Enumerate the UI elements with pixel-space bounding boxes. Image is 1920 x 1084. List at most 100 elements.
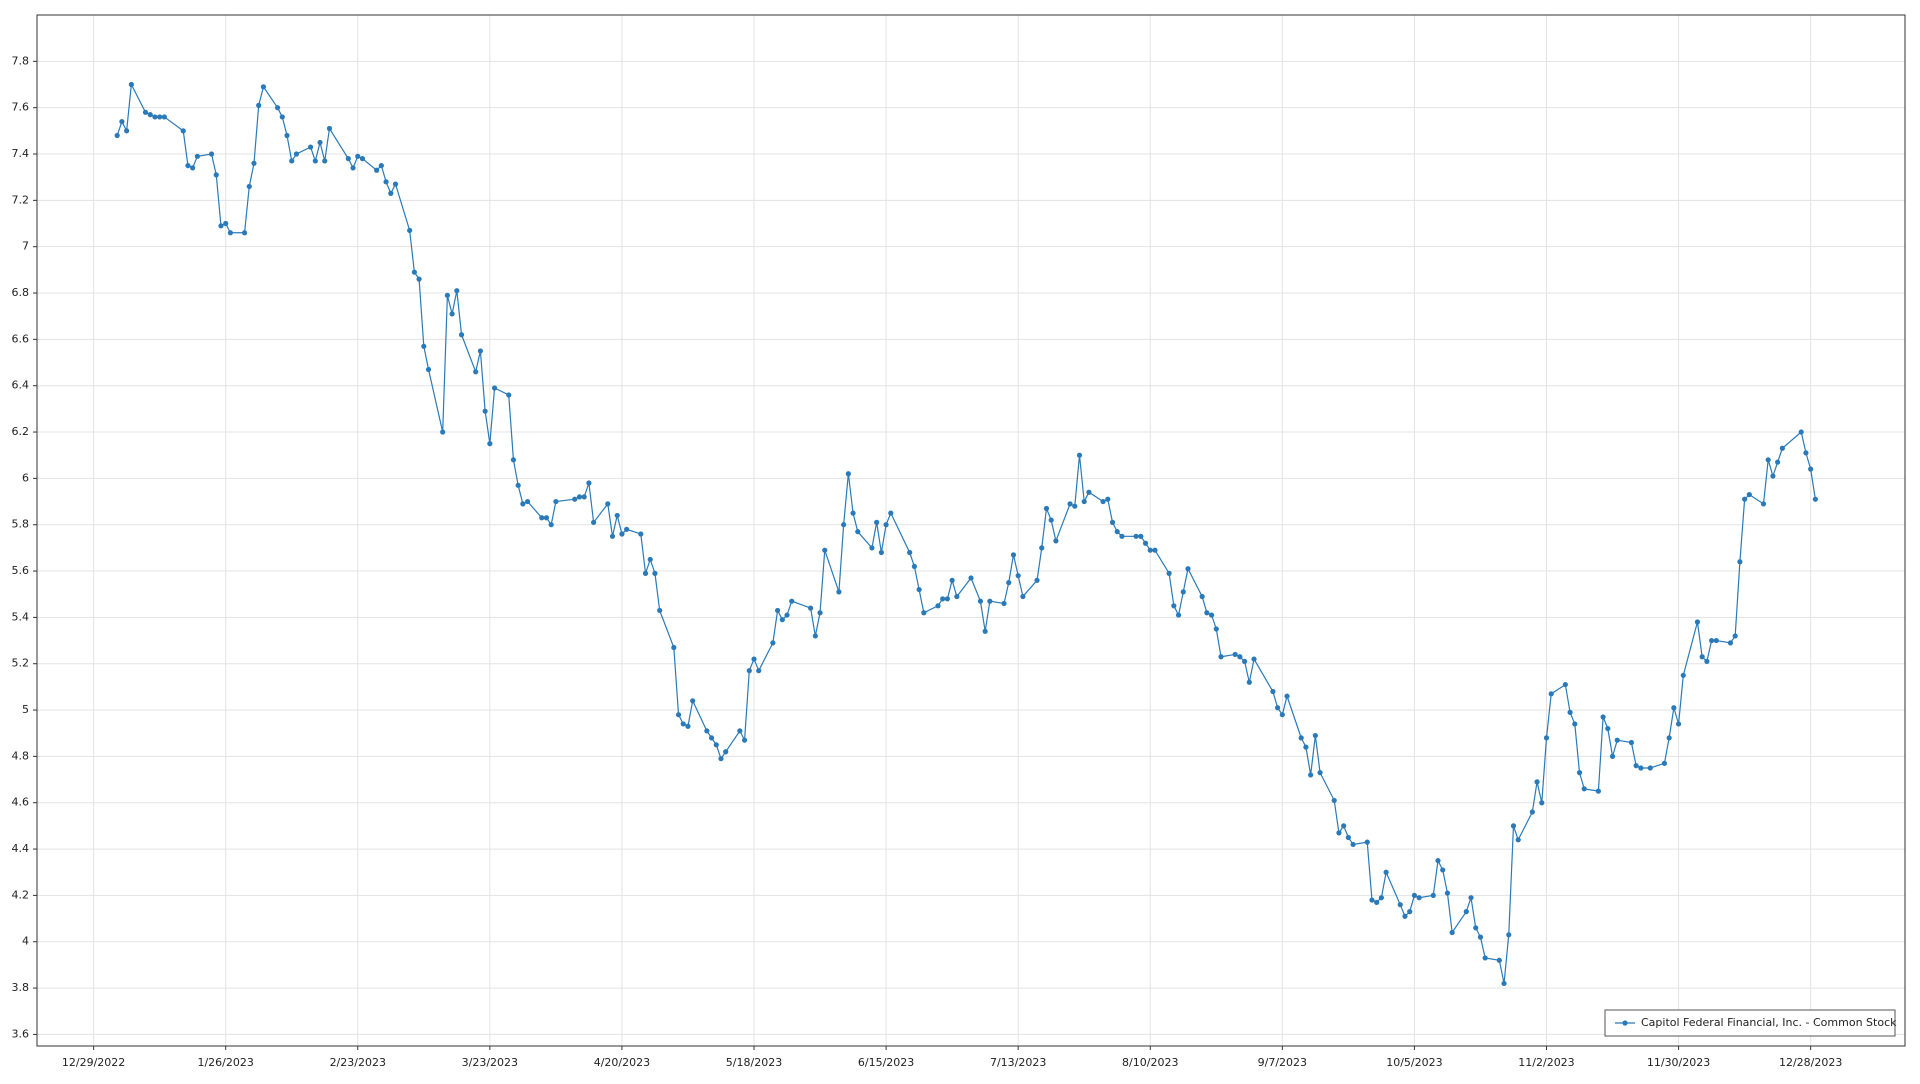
data-point [1737,559,1743,565]
data-point [1609,753,1616,759]
y-tick-label: 4 [22,935,29,948]
data-point [416,276,422,282]
data-point [1435,858,1441,864]
data-point [1350,841,1356,848]
data-point [1232,651,1238,658]
data-point [741,737,748,743]
data-point [1020,593,1026,600]
data-point [425,366,432,373]
data-point [1133,533,1139,539]
data-point [1694,619,1701,625]
y-tick-label: 5.6 [12,564,30,577]
data-point [142,109,149,115]
data-point [1496,957,1502,963]
y-tick-label: 3.8 [12,981,30,994]
data-point [982,628,988,634]
data-point [883,522,889,528]
data-point [374,167,380,173]
data-point [614,512,620,519]
x-tick-label: 2/23/2023 [330,1056,386,1069]
data-point [1430,892,1436,899]
legend-box [1604,1009,1896,1037]
data-point [1114,529,1120,535]
data-point [190,165,196,171]
data-point [1463,909,1469,915]
data-point [124,128,130,134]
data-point [888,510,894,516]
data-point [1628,739,1635,746]
data-point [1109,519,1116,525]
data-point [491,385,498,391]
data-point [128,81,134,88]
y-tick-label: 6.4 [12,379,30,392]
data-point [515,482,521,488]
data-point [1600,714,1606,720]
y-tick-label: 4.8 [12,749,30,762]
data-point [161,114,167,120]
data-point [1473,925,1479,931]
data-point [1142,540,1149,546]
data-point [256,102,262,108]
data-point [1482,955,1488,961]
data-point [921,610,927,616]
data-point [1534,779,1540,785]
data-point [355,153,361,159]
data-point [1100,498,1106,505]
data-point [1699,654,1705,660]
data-point [940,596,946,602]
data-point [784,612,790,618]
x-tick-label: 1/26/2023 [197,1056,253,1069]
legend-label: Capitol Federal Financial, Inc. - Common… [1641,1016,1897,1029]
y-tick-label: 7.6 [12,101,30,114]
data-point [1015,573,1021,579]
data-point [1374,899,1380,905]
data-point [1529,809,1535,815]
data-point [1378,895,1384,901]
data-point [322,158,328,164]
data-point [1760,501,1767,507]
data-point [1501,980,1507,987]
data-point [289,158,295,164]
data-point [1204,610,1210,616]
data-point [878,549,884,556]
data-point [609,533,616,539]
data-point [1270,688,1276,695]
data-point [1284,693,1290,699]
data-point [213,172,219,178]
data-point [194,153,200,159]
data-point [1704,658,1710,665]
data-point [1510,823,1517,829]
data-point [685,723,691,729]
y-tick-label: 4.2 [12,888,30,901]
data-point [1213,626,1219,632]
data-point [539,515,545,521]
data-point [274,105,281,111]
data-point [1567,709,1573,715]
data-point [114,132,120,139]
data-point [1199,593,1205,600]
y-tick-label: 5 [22,703,29,716]
data-point [312,158,318,164]
data-point [977,598,984,604]
data-point [1647,765,1653,771]
legend: Capitol Federal Financial, Inc. - Common… [1604,1009,1897,1037]
data-point [1241,658,1248,665]
data-point [718,756,724,762]
data-point [279,114,285,120]
data-point [1742,496,1748,502]
data-point [524,498,531,505]
data-point [855,529,861,535]
y-tick-label: 5.4 [12,610,30,623]
data-point [774,607,781,614]
data-point [1638,765,1644,771]
data-point [411,269,417,275]
data-point [723,749,729,755]
data-point [1034,577,1040,583]
x-tick-label: 7/13/2023 [990,1056,1046,1069]
x-tick-label: 9/7/2023 [1258,1056,1307,1069]
data-point [473,369,479,375]
data-point [1279,712,1285,718]
data-point [1152,547,1158,553]
